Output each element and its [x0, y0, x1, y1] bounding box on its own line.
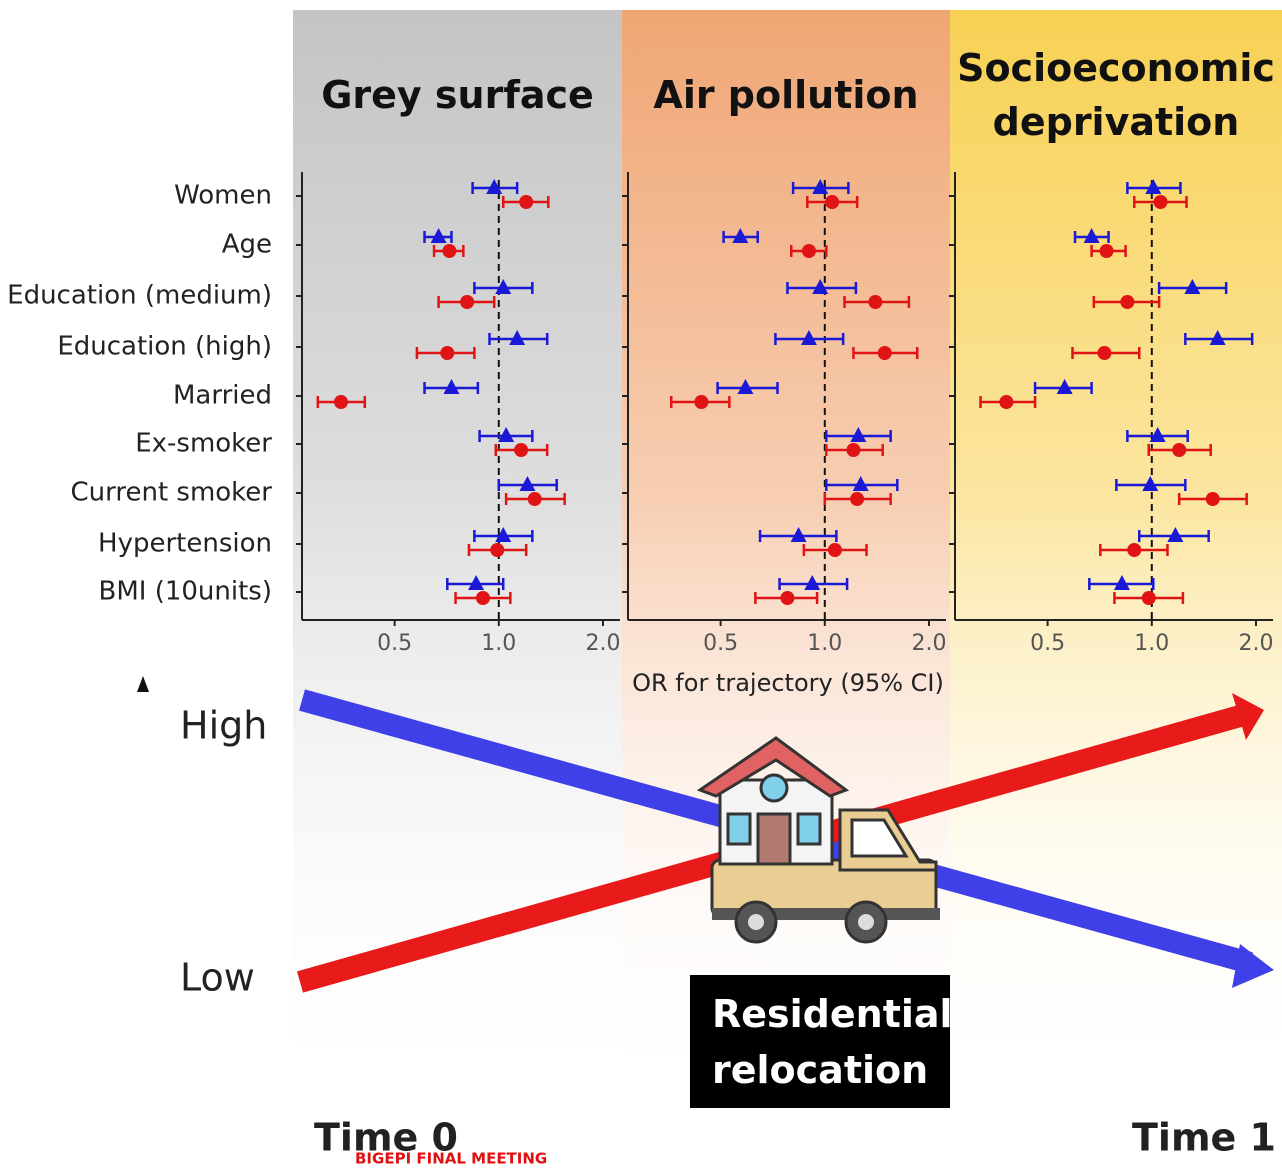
point-estimate: [514, 443, 528, 457]
high-label: High: [180, 704, 267, 748]
point-estimate: [1206, 492, 1220, 506]
point-estimate: [878, 346, 892, 360]
figure: 0.5 1.0 2.0 0.5 1.0 2.0 0.5 1.0 2.0 Women Age Educa…: [0, 0, 1282, 1168]
x-tick-label: 1.0: [481, 631, 516, 656]
point-estimate: [528, 492, 542, 506]
point-estimate: [780, 591, 794, 605]
row-label: Married: [173, 381, 272, 411]
row-label: Current smoker: [70, 478, 272, 508]
x-tick-label: 2.0: [1238, 631, 1273, 656]
point-estimate: [1172, 443, 1186, 457]
point-estimate: [825, 195, 839, 209]
chart: 0.5 1.0 2.0 0.5 1.0 2.0 0.5 1.0 2.0 Women Age Educa…: [0, 0, 1282, 1168]
point-estimate: [1097, 346, 1111, 360]
point-estimate: [440, 346, 454, 360]
x-tick-label: 1.0: [807, 631, 842, 656]
point-estimate: [802, 244, 816, 258]
x-tick-label: 2.0: [911, 631, 946, 656]
x-tick-label: 0.5: [703, 631, 738, 656]
x-tick-label: 0.5: [1030, 631, 1065, 656]
point-estimate: [1127, 543, 1141, 557]
panel-title: Air pollution: [622, 30, 950, 160]
low-label: Low: [180, 956, 255, 1000]
point-estimate: [694, 395, 708, 409]
x-tick-label: 0.5: [377, 631, 412, 656]
time-end: Time 1: [1132, 1116, 1276, 1160]
point-estimate: [846, 443, 860, 457]
point-estimate: [1120, 295, 1134, 309]
event-box: Residential relocation: [690, 975, 950, 1108]
row-label: Age: [222, 230, 272, 260]
point-estimate: [519, 195, 533, 209]
point-estimate: [460, 295, 474, 309]
x-axis-title: OR for trajectory (95% CI): [632, 669, 944, 697]
row-label: BMI (10units): [99, 577, 273, 607]
point-estimate: [1154, 195, 1168, 209]
row-label: Women: [174, 181, 272, 211]
point-estimate: [490, 543, 504, 557]
point-estimate: [868, 295, 882, 309]
point-estimate: [999, 395, 1013, 409]
point-estimate: [1100, 244, 1114, 258]
row-label: Education (medium): [7, 281, 272, 311]
row-label: Hypertension: [98, 529, 272, 559]
point-estimate: [476, 591, 490, 605]
panel-background: [622, 10, 950, 1100]
point-estimate: [334, 395, 348, 409]
x-tick-label: 1.0: [1134, 631, 1169, 656]
panel-title: Socioeconomic deprivation: [950, 30, 1282, 160]
panel-title: Grey surface: [293, 30, 622, 160]
row-label: Ex-smoker: [135, 429, 272, 459]
footer: BIGEPI FINAL MEETING: [355, 1150, 547, 1168]
point-estimate: [442, 244, 456, 258]
row-label: Education (high): [57, 332, 272, 362]
point-estimate: [828, 543, 842, 557]
point-estimate: [850, 492, 864, 506]
arrow-head: [137, 676, 149, 692]
x-tick-label: 2.0: [585, 631, 620, 656]
point-estimate: [1142, 591, 1156, 605]
